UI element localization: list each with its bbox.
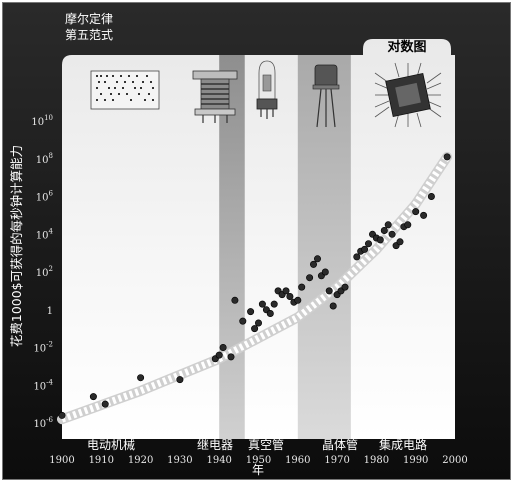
chart-frame: 摩尔定律第五范式 对数图 xyxy=(2,2,511,480)
data-point xyxy=(443,153,451,161)
data-point xyxy=(286,292,294,300)
x-tick-label: 1960 xyxy=(285,455,310,466)
data-point xyxy=(282,287,290,295)
x-tick-label: 1990 xyxy=(403,455,428,466)
data-point xyxy=(298,283,306,291)
data-point xyxy=(219,343,227,351)
x-tick-label: 1920 xyxy=(128,455,153,466)
data-point xyxy=(321,268,329,276)
y-tick-label: 10-6 xyxy=(33,416,53,430)
chart-title: 摩尔定律第五范式 xyxy=(65,11,113,42)
y-tick-label: 10-2 xyxy=(33,341,53,355)
x-tick-label: 1930 xyxy=(167,455,192,466)
chart-title-line: 摩尔定律 xyxy=(65,11,113,26)
data-point xyxy=(420,211,428,219)
data-point xyxy=(270,300,278,308)
x-tick-label: 1940 xyxy=(206,455,231,466)
vacuum-tube-icon xyxy=(256,60,278,119)
x-tick-label: 1950 xyxy=(246,455,271,466)
data-point xyxy=(313,255,321,263)
transistor-icon xyxy=(312,64,340,128)
data-point xyxy=(353,253,361,261)
integrated-circuit-icon xyxy=(374,62,442,128)
era-label: 集成电路 xyxy=(379,437,427,452)
y-tick-label: 1010 xyxy=(31,114,53,128)
y-tick-label: 108 xyxy=(36,152,53,166)
era-label: 继电器 xyxy=(197,438,233,452)
data-point xyxy=(404,221,412,229)
era-label: 晶体管 xyxy=(322,437,358,452)
x-tick-label: 1900 xyxy=(49,455,74,466)
trend-line xyxy=(60,154,451,423)
punch-card-icon xyxy=(90,70,160,110)
data-point xyxy=(101,400,109,408)
data-point xyxy=(380,227,388,235)
data-point xyxy=(364,240,372,248)
data-point xyxy=(258,300,266,308)
x-axis-label: 年 xyxy=(252,463,264,477)
data-point xyxy=(384,221,392,229)
y-tick-label: 1 xyxy=(47,306,53,317)
data-point xyxy=(341,283,349,291)
data-point xyxy=(325,287,333,295)
data-point xyxy=(396,238,404,246)
y-tick-label: 106 xyxy=(36,190,54,204)
data-point xyxy=(266,309,274,317)
x-axis-ticks: 1900 1910 1920 1930 1940 1950 1960 1970 1980 1990… xyxy=(49,455,467,466)
era-label: 电动机械 xyxy=(87,437,135,452)
log-scale-tab: 对数图 xyxy=(387,39,426,55)
data-point xyxy=(176,376,184,384)
era-labels: 电动机械 继电器 真空管 晶体管 集成电路 xyxy=(87,437,427,452)
data-point xyxy=(309,260,317,268)
data-point xyxy=(427,193,435,201)
data-point xyxy=(247,308,255,316)
data-point xyxy=(294,296,302,304)
data-point xyxy=(251,325,259,333)
relay-icon xyxy=(192,70,238,123)
era-icons xyxy=(90,60,442,128)
data-point xyxy=(227,353,235,361)
data-point xyxy=(137,374,145,382)
data-point xyxy=(215,351,223,359)
y-axis-ticks: 1010 108 106 104 102 1 10-2 10-4 10-6 xyxy=(31,114,53,430)
y-tick-label: 10-4 xyxy=(33,378,53,392)
era-band xyxy=(219,55,245,439)
data-point xyxy=(376,236,384,244)
data-point xyxy=(361,245,369,253)
plot-panel xyxy=(62,39,455,439)
era-band xyxy=(297,55,351,439)
era-bands xyxy=(219,55,351,439)
data-point xyxy=(329,302,337,310)
moore-law-chart: 摩尔定律第五范式 对数图 xyxy=(3,3,510,479)
x-tick-label: 2000 xyxy=(442,455,467,466)
data-points xyxy=(58,153,451,419)
y-tick-label: 104 xyxy=(36,227,54,241)
data-point xyxy=(412,208,420,216)
y-axis-label: 花费1000$可获得的每秒钟计算能力 xyxy=(9,145,24,347)
data-point xyxy=(231,296,239,304)
y-tick-label: 102 xyxy=(36,265,53,279)
data-point xyxy=(239,317,247,325)
data-point xyxy=(89,393,97,401)
era-label: 真空管 xyxy=(248,437,284,452)
data-point xyxy=(58,411,66,419)
data-point xyxy=(255,319,263,327)
data-point xyxy=(388,230,396,238)
chart-title-line: 第五范式 xyxy=(65,28,113,42)
x-tick-label: 1910 xyxy=(89,455,114,466)
x-tick-label: 1970 xyxy=(324,455,349,466)
x-tick-label: 1980 xyxy=(364,455,389,466)
data-point xyxy=(306,274,314,282)
